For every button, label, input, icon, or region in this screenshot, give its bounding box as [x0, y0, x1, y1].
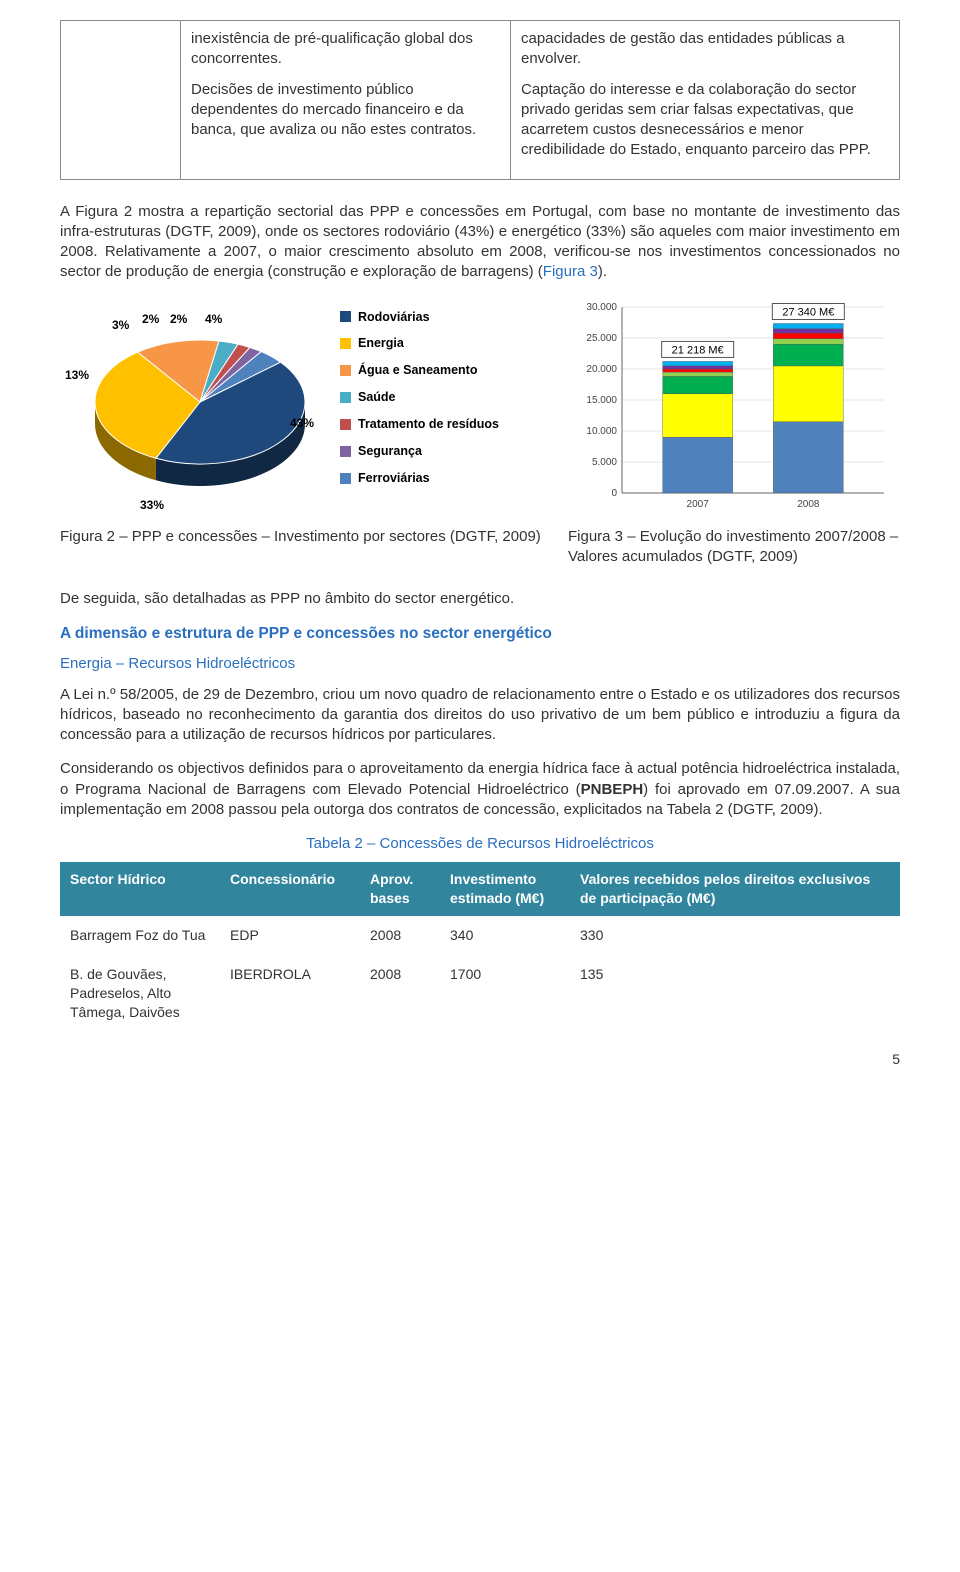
legend-item: Tratamento de resíduos: [340, 416, 499, 433]
legend-item: Energia: [340, 335, 499, 352]
legend-item: Segurança: [340, 443, 499, 460]
legend-swatch-icon: [340, 446, 351, 457]
legend-swatch-icon: [340, 311, 351, 322]
paragraph-1-a: A Figura 2 mostra a repartição sectorial…: [60, 203, 900, 281]
pie-pct-label: 2%: [170, 311, 187, 327]
paragraph-3: A Lei n.º 58/2005, de 29 de Dezembro, cr…: [60, 685, 900, 746]
section-heading-ppp: A dimensão e estrutura de PPP e concessõ…: [60, 624, 900, 645]
top-comparison-table: inexistência de pré-qualificação global …: [60, 20, 900, 180]
table-row: Barragem Foz do TuaEDP2008340330: [60, 916, 900, 955]
figure-2-caption: Figura 2 – PPP e concessões – Investimen…: [60, 527, 560, 568]
table-cell: 2008: [360, 916, 440, 955]
bar-chart: 0 5.000 10.000 15.000 20.000 25.000 30.000 2007…: [568, 297, 900, 523]
table-2-title: Tabela 2 – Concessões de Recursos Hidroe…: [60, 834, 900, 854]
table-header: Valores recebidos pelos direitos exclusi…: [570, 862, 900, 916]
legend-swatch-icon: [340, 473, 351, 484]
legend-label: Segurança: [358, 443, 422, 460]
table-cell: Barragem Foz do Tua: [60, 916, 220, 955]
svg-text:0: 0: [611, 488, 617, 499]
top-empty-cell: [61, 21, 181, 180]
legend-label: Energia: [358, 335, 404, 352]
svg-text:25.000: 25.000: [586, 333, 617, 344]
top-mid-cell: inexistência de pré-qualificação global …: [181, 21, 511, 180]
svg-text:15.000: 15.000: [586, 395, 617, 406]
legend-label: Ferroviárias: [358, 470, 430, 487]
paragraph-1-b: ).: [598, 263, 607, 280]
svg-text:30.000: 30.000: [586, 302, 617, 313]
svg-text:2008: 2008: [797, 499, 820, 510]
table-row: B. de Gouvães, Padreselos, Alto Tâmega, …: [60, 955, 900, 1032]
svg-text:10.000: 10.000: [586, 426, 617, 437]
pie-pct-label: 4%: [205, 311, 222, 327]
table-cell: 1700: [440, 955, 570, 1032]
top-right-cell: capacidades de gestão das entidades públ…: [511, 21, 900, 180]
pie-chart: 43% 33% 13% 3% 2% 2% 4% Rodoviárias Energia Água…: [60, 297, 560, 523]
paragraph-1: A Figura 2 mostra a repartição sectorial…: [60, 202, 900, 283]
legend-item: Rodoviárias: [340, 309, 499, 326]
svg-text:2007: 2007: [687, 499, 710, 510]
figure-3-caption: Figura 3 – Evolução do investimento 2007…: [568, 527, 900, 568]
table-cell: 2008: [360, 955, 440, 1032]
pie-legend: Rodoviárias Energia Água e Saneamento Saúde…: [340, 297, 499, 523]
table-header: Aprov. bases: [360, 862, 440, 916]
legend-swatch-icon: [340, 365, 351, 376]
legend-item: Ferroviárias: [340, 470, 499, 487]
svg-text:27 340 M€: 27 340 M€: [782, 306, 834, 318]
legend-label: Tratamento de resíduos: [358, 416, 499, 433]
tabela-2: Sector HídricoConcessionárioAprov. bases…: [60, 862, 900, 1031]
top-right-p2: Captação do interesse e da colaboração d…: [521, 80, 889, 161]
paragraph-2: De seguida, são detalhadas as PPP no âmb…: [60, 589, 900, 609]
table-header: Investimento estimado (M€): [440, 862, 570, 916]
page-number: 5: [60, 1050, 900, 1069]
figure-3-link[interactable]: Figura 3: [543, 263, 598, 280]
subsection-heading-energia: Energia – Recursos Hidroeléctricos: [60, 654, 900, 674]
pie-pct-label: 2%: [142, 311, 159, 327]
legend-label: Água e Saneamento: [358, 362, 477, 379]
table-cell: IBERDROLA: [220, 955, 360, 1032]
table-cell: EDP: [220, 916, 360, 955]
table-cell: 135: [570, 955, 900, 1032]
table-cell: 340: [440, 916, 570, 955]
pie-pct-label: 43%: [290, 415, 314, 431]
legend-swatch-icon: [340, 392, 351, 403]
top-mid-p2: Decisões de investimento público depende…: [191, 80, 500, 141]
svg-text:21 218 M€: 21 218 M€: [672, 344, 724, 356]
svg-text:5.000: 5.000: [592, 457, 617, 468]
table-header: Sector Hídrico: [60, 862, 220, 916]
table-header: Concessionário: [220, 862, 360, 916]
table-cell: 330: [570, 916, 900, 955]
pie-pct-label: 13%: [65, 367, 89, 383]
legend-item: Saúde: [340, 389, 499, 406]
svg-text:20.000: 20.000: [586, 364, 617, 375]
legend-swatch-icon: [340, 338, 351, 349]
pnbeph-bold: PNBEPH: [581, 781, 644, 798]
pie-pct-label: 3%: [112, 317, 129, 333]
table-cell: B. de Gouvães, Padreselos, Alto Tâmega, …: [60, 955, 220, 1032]
top-mid-p1: inexistência de pré-qualificação global …: [191, 29, 500, 70]
legend-swatch-icon: [340, 419, 351, 430]
legend-label: Rodoviárias: [358, 309, 430, 326]
legend-label: Saúde: [358, 389, 396, 406]
pie-pct-label: 33%: [140, 497, 164, 513]
paragraph-4: Considerando os objectivos definidos par…: [60, 759, 900, 820]
legend-item: Água e Saneamento: [340, 362, 499, 379]
top-right-p1: capacidades de gestão das entidades públ…: [521, 29, 889, 70]
